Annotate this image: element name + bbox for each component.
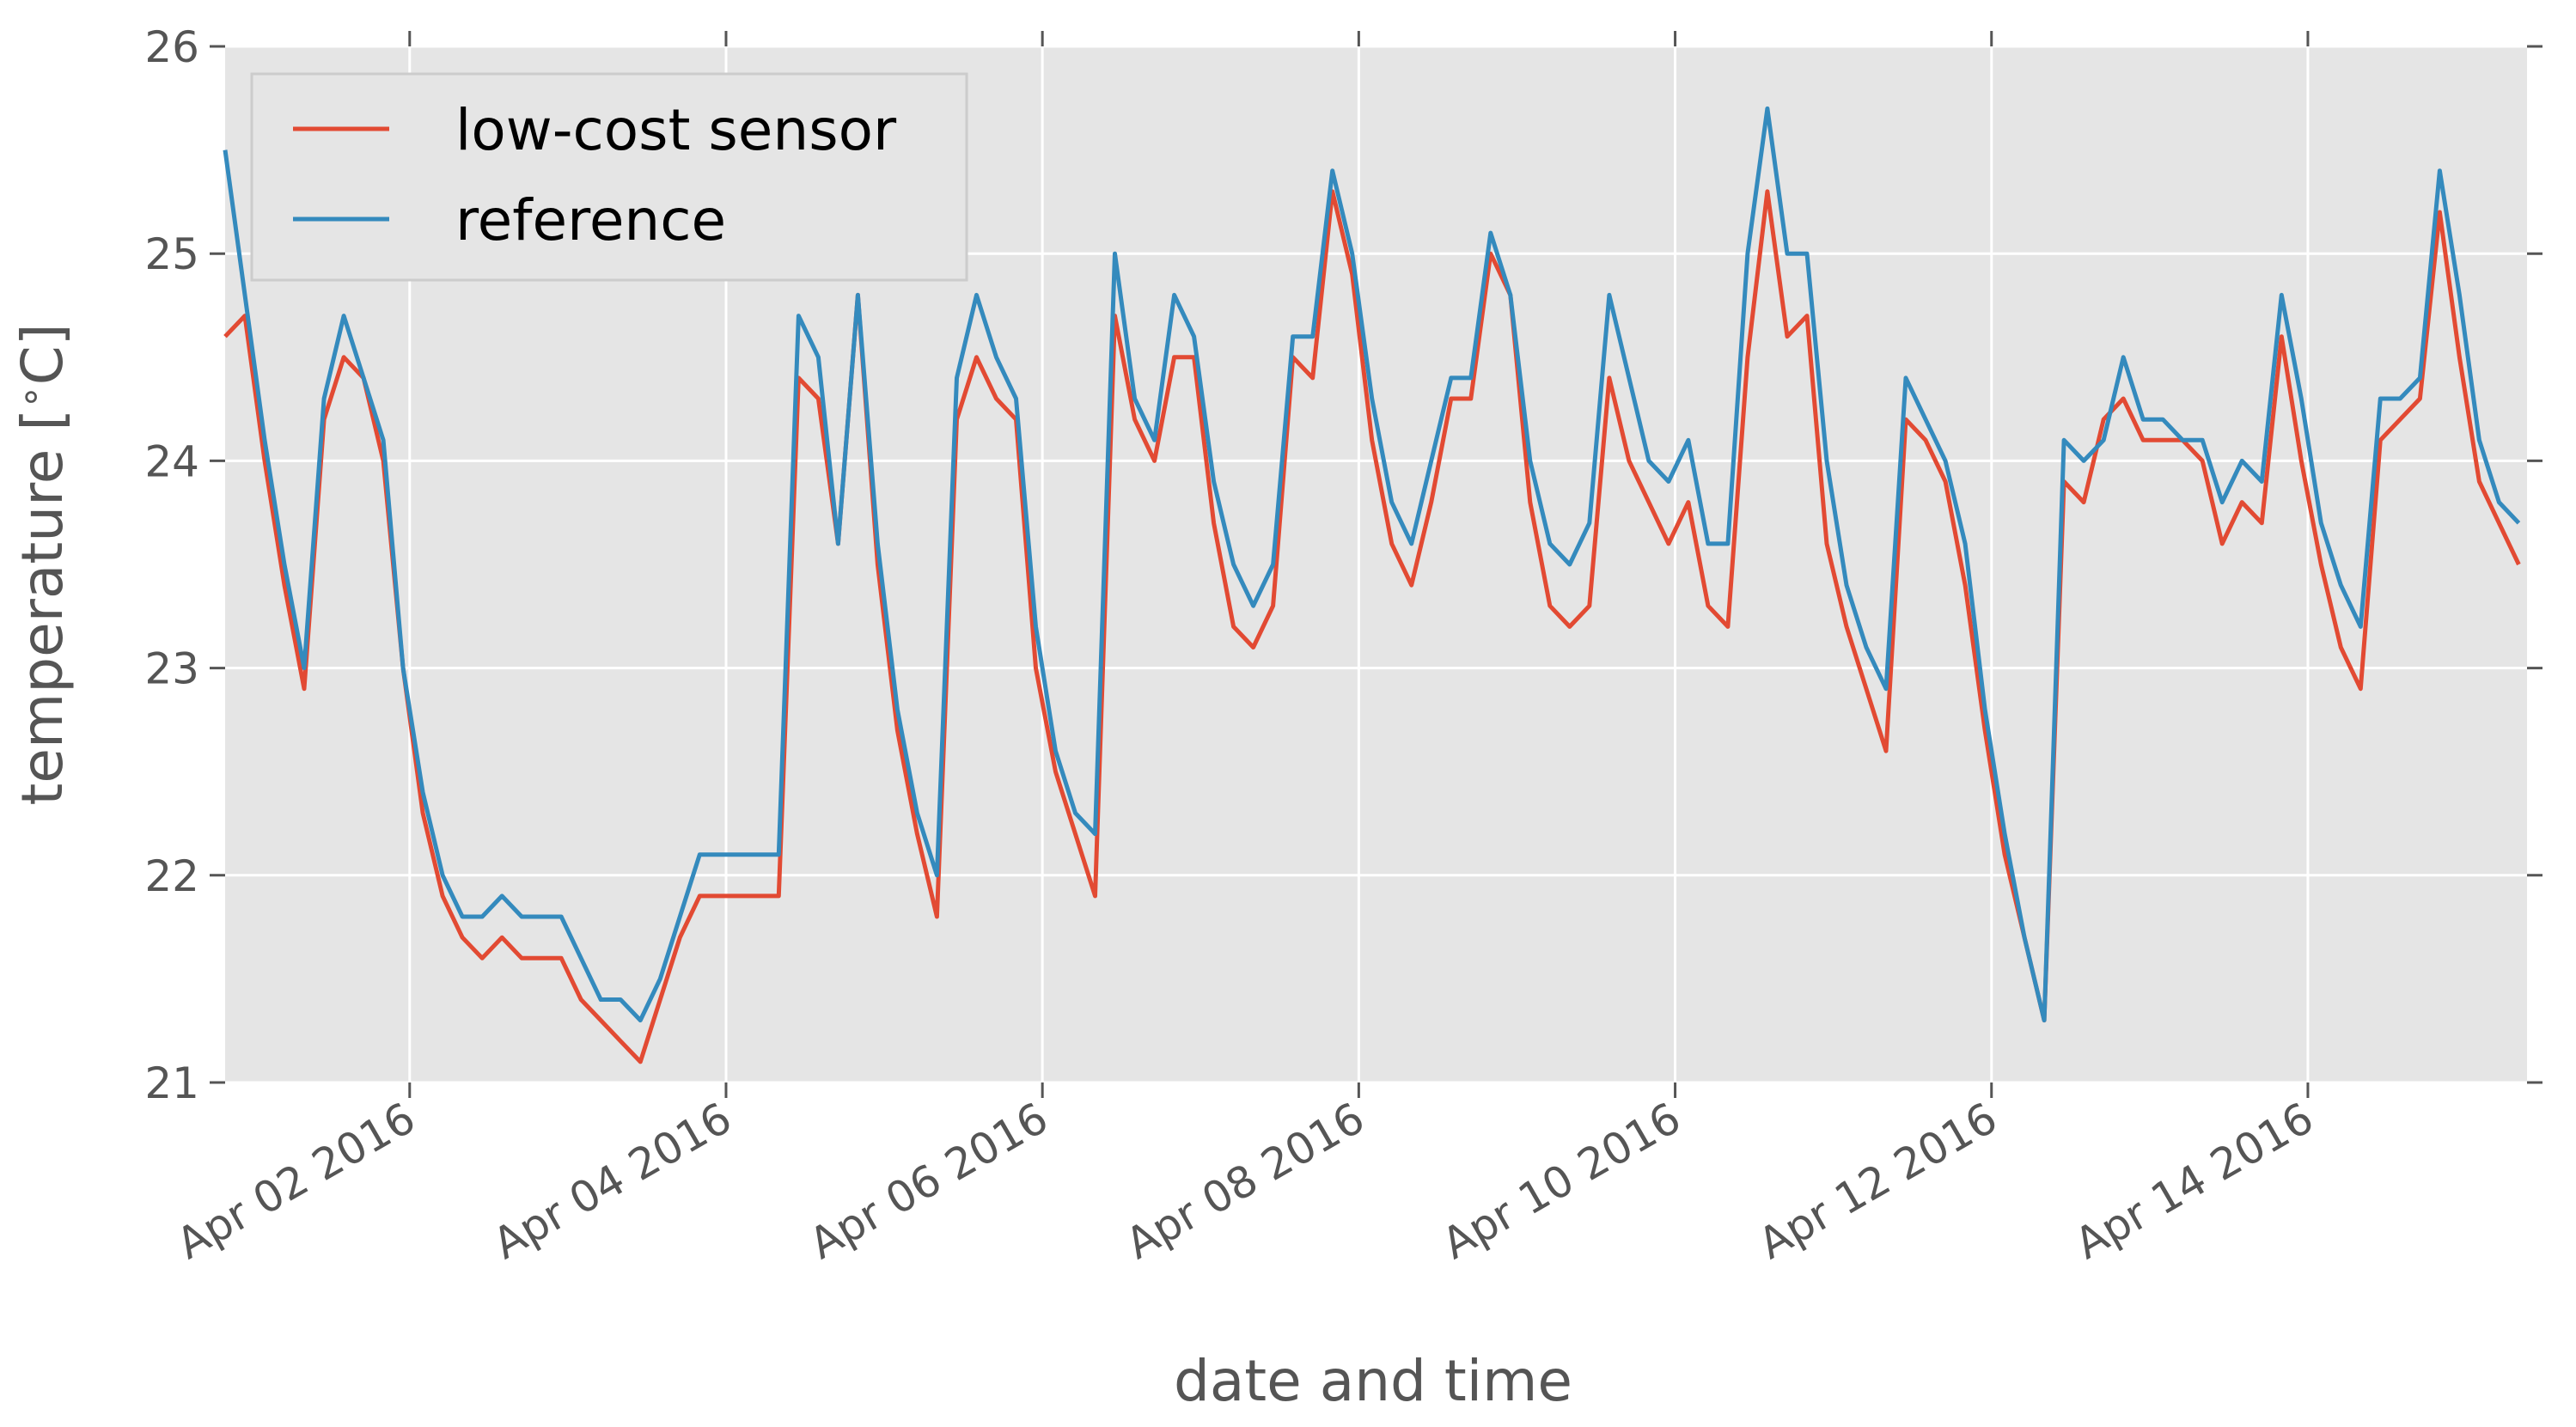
x-tick-label: Apr 10 2016 xyxy=(1434,1093,1689,1269)
x-tick-label: Apr 04 2016 xyxy=(485,1093,740,1269)
legend-box xyxy=(250,72,968,282)
x-tick-label: Apr 14 2016 xyxy=(2066,1093,2322,1269)
y-tick-label: 25 xyxy=(144,229,199,279)
line-series xyxy=(223,106,2521,1023)
x-tick-label: Apr 02 2016 xyxy=(168,1093,424,1269)
x-axis-label: date and time xyxy=(1174,1348,1572,1414)
y-tick-label: 24 xyxy=(144,436,199,486)
y-tick-label: 26 xyxy=(144,22,199,72)
line-series xyxy=(223,189,2521,1064)
y-tick-label: 21 xyxy=(144,1058,199,1108)
y-axis-label: temperature [∘C] xyxy=(9,324,76,806)
y-tick-label: 22 xyxy=(144,851,199,901)
x-tick-label: Apr 12 2016 xyxy=(1750,1093,2005,1269)
legend-label: low-cost sensor xyxy=(455,97,897,163)
x-tick-label: Apr 08 2016 xyxy=(1118,1093,1373,1269)
x-tick-label: Apr 06 2016 xyxy=(801,1093,1056,1269)
legend-label: reference xyxy=(455,187,726,253)
y-tick-label: 23 xyxy=(144,644,199,694)
